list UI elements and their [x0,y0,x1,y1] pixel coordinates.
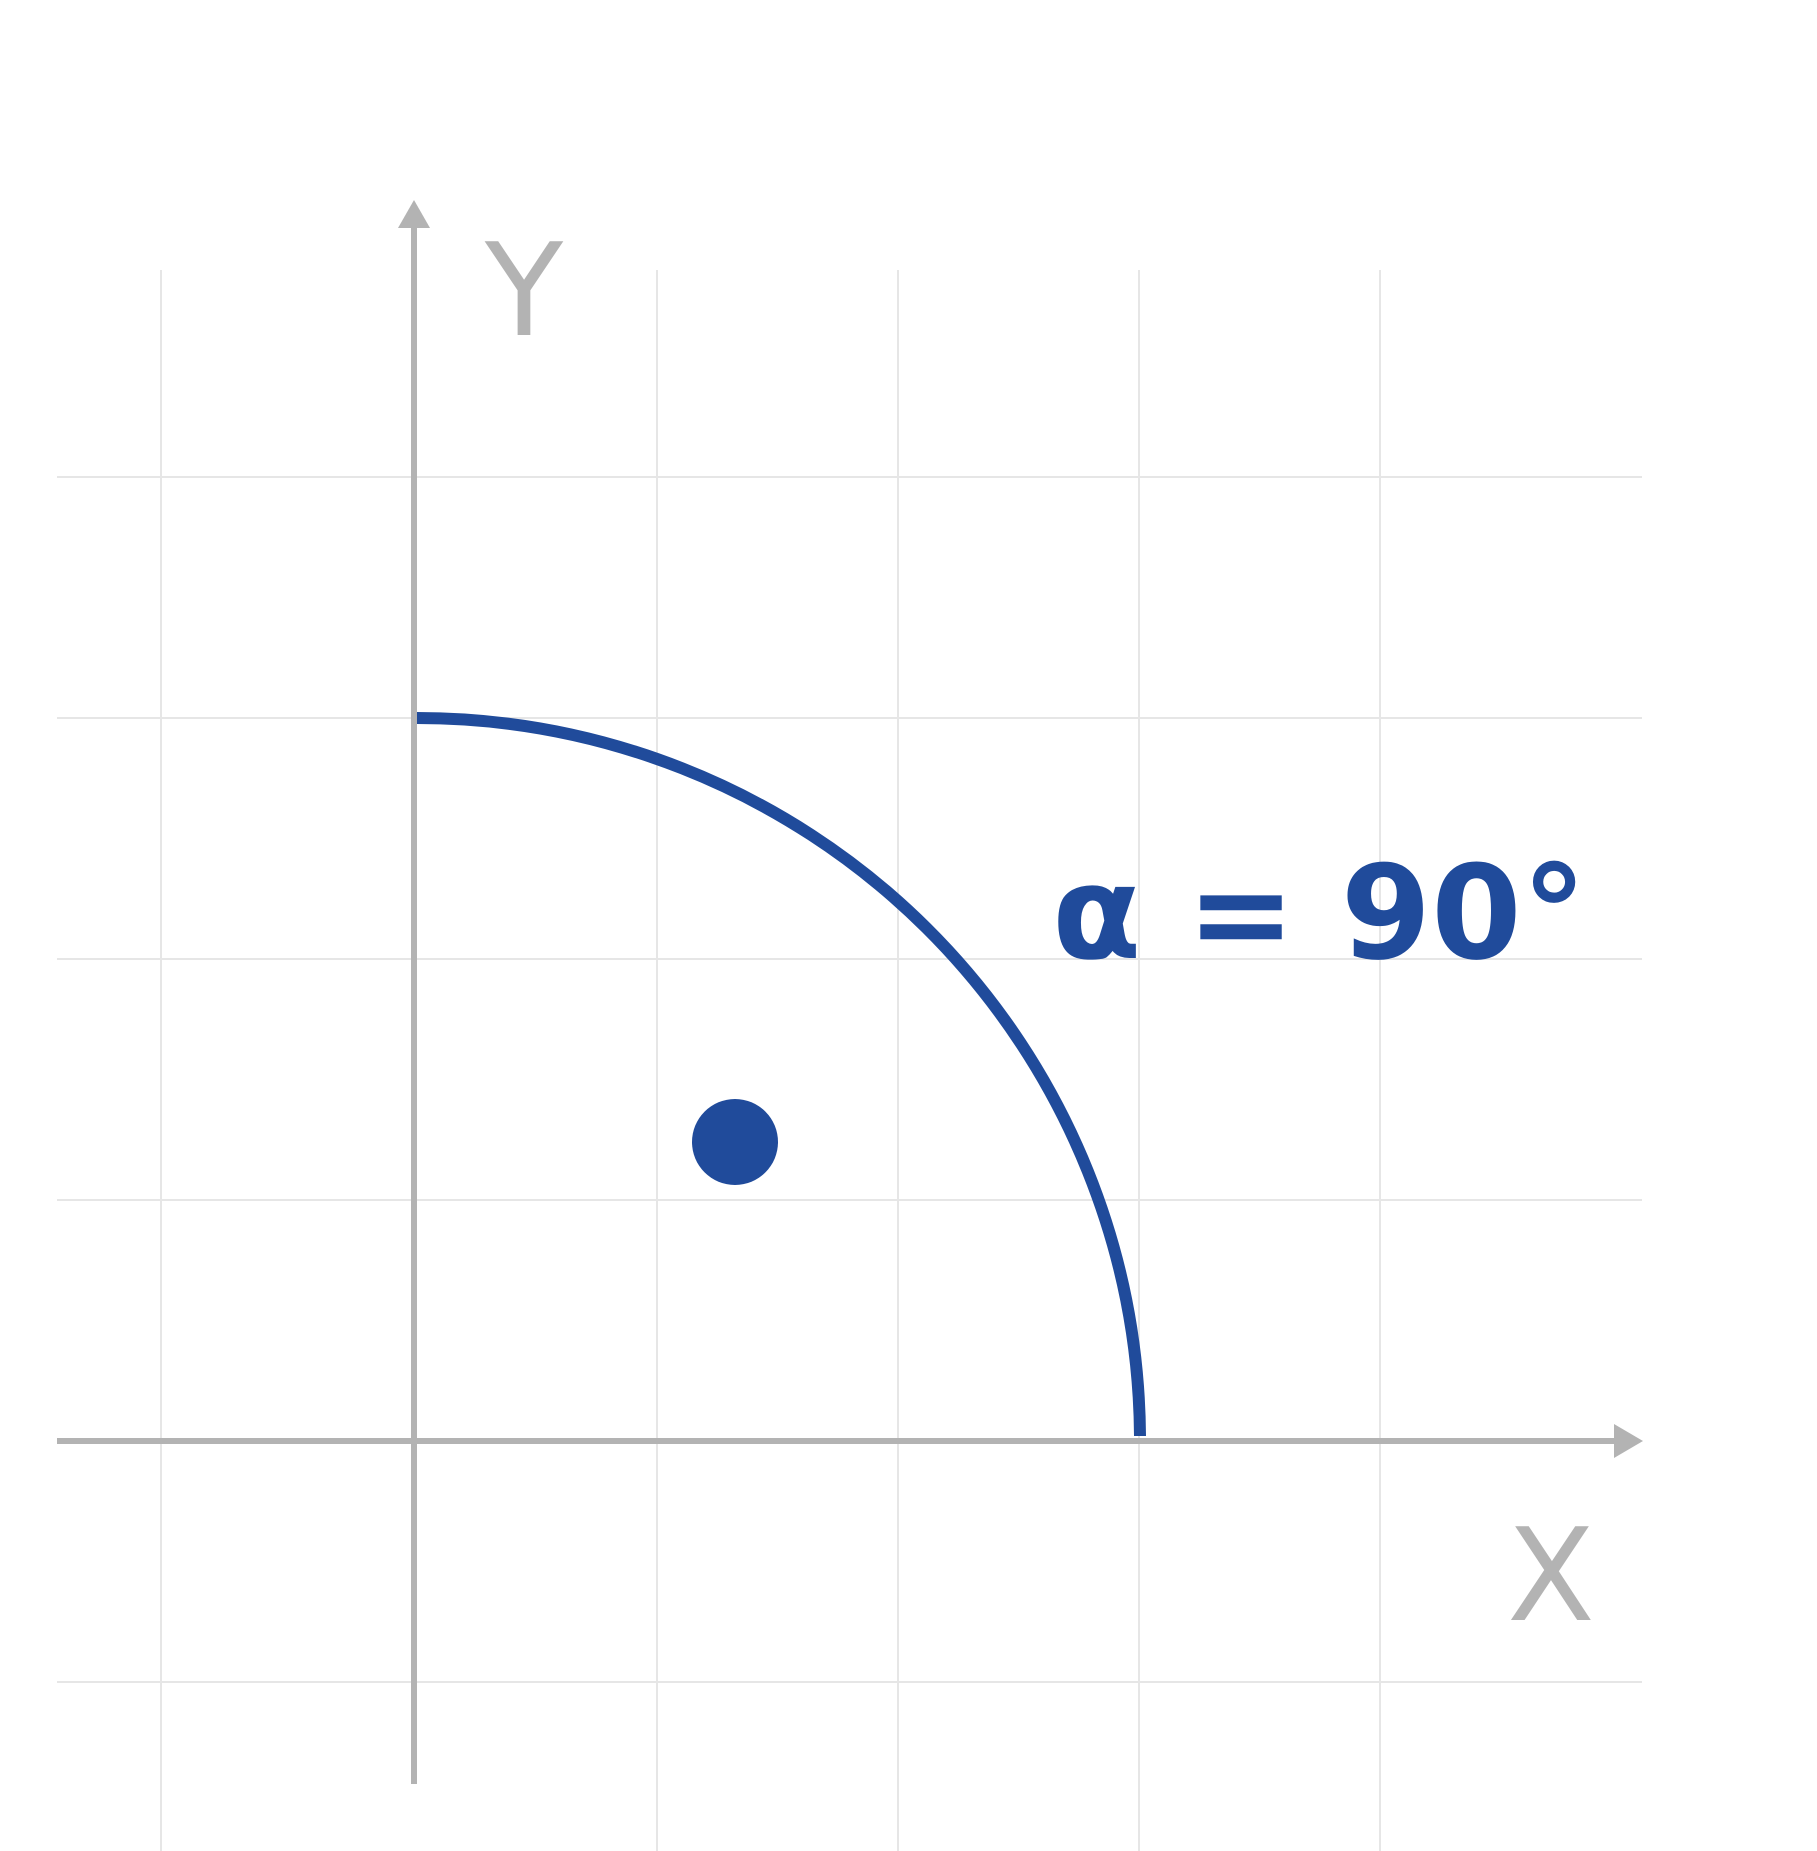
x-axis-label: X [1507,1502,1595,1651]
angle-arc [416,712,1146,1437]
right-angle-dot-icon [692,1099,778,1185]
y-axis-arrow-icon [398,200,430,228]
y-axis-label: Y [484,217,564,366]
grid [57,270,1642,1851]
angle-label: α = 90° [1052,837,1587,989]
x-axis-arrow-icon [1614,1424,1643,1458]
axes [57,200,1643,1784]
